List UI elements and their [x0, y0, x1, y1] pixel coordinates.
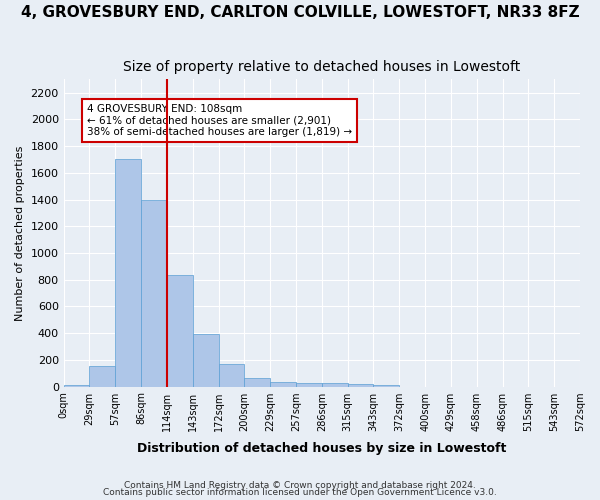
Bar: [64, 384, 89, 386]
Bar: [141, 200, 167, 386]
Text: 4, GROVESBURY END, CARLTON COLVILLE, LOWESTOFT, NR33 8FZ: 4, GROVESBURY END, CARLTON COLVILLE, LOW…: [20, 5, 580, 20]
Bar: [296, 383, 322, 386]
Bar: [347, 384, 373, 386]
Bar: [218, 364, 244, 386]
Bar: [89, 366, 115, 386]
Text: Contains public sector information licensed under the Open Government Licence v3: Contains public sector information licen…: [103, 488, 497, 497]
Bar: [270, 382, 296, 386]
Bar: [244, 378, 270, 386]
Title: Size of property relative to detached houses in Lowestoft: Size of property relative to detached ho…: [123, 60, 520, 74]
Bar: [167, 275, 193, 386]
Bar: [115, 160, 141, 386]
Y-axis label: Number of detached properties: Number of detached properties: [15, 145, 25, 320]
Bar: [322, 383, 347, 386]
Text: Contains HM Land Registry data © Crown copyright and database right 2024.: Contains HM Land Registry data © Crown c…: [124, 480, 476, 490]
Bar: [193, 334, 218, 386]
Bar: [373, 385, 399, 386]
Text: 4 GROVESBURY END: 108sqm
← 61% of detached houses are smaller (2,901)
38% of sem: 4 GROVESBURY END: 108sqm ← 61% of detach…: [87, 104, 352, 137]
X-axis label: Distribution of detached houses by size in Lowestoft: Distribution of detached houses by size …: [137, 442, 506, 455]
